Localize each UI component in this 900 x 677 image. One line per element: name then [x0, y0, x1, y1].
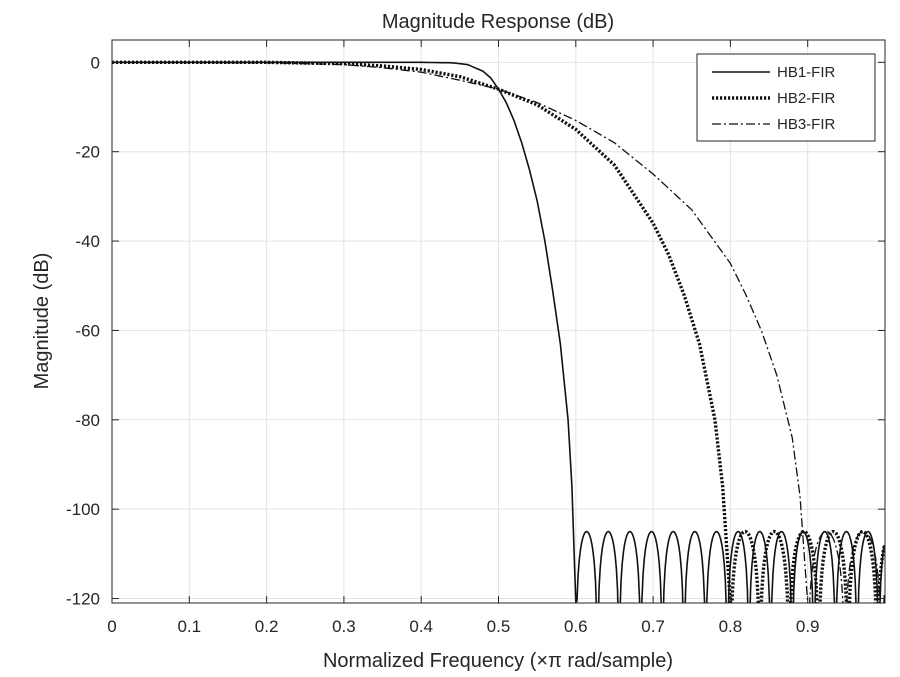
x-tick-label: 0 [107, 617, 116, 636]
x-tick-label: 0.5 [487, 617, 511, 636]
legend-box [696, 53, 876, 142]
y-tick-label: -100 [66, 500, 100, 519]
y-tick-label: -40 [75, 232, 100, 251]
series-line-hb3-fir [112, 61, 885, 603]
x-tick-label: 0.4 [409, 617, 433, 636]
x-ticks: 0 0.1 0.2 0.3 0.4 0.5 0.6 0.7 0.8 0.9 [107, 40, 820, 636]
series-line-hb2-fir [112, 60, 885, 603]
grid-lines [111, 40, 885, 603]
x-tick-label: 0.3 [332, 617, 356, 636]
y-tick-label: -60 [75, 321, 100, 340]
x-tick-label: 0.9 [796, 617, 820, 636]
x-tick-label: 0.2 [255, 617, 279, 636]
y-tick-label: -120 [66, 590, 100, 609]
x-tick-label: 0.8 [719, 617, 743, 636]
curves [112, 60, 885, 603]
y-tick-label: -20 [75, 143, 100, 162]
x-tick-label: 0.6 [564, 617, 588, 636]
legend-label: HB1-FIR [777, 64, 836, 81]
legend-label: HB2-FIR [777, 90, 836, 107]
y-tick-label: -80 [75, 411, 100, 430]
legend-label: HB3-FIR [777, 116, 836, 133]
x-axis-label: Normalized Frequency (×π rad/sample) [323, 650, 673, 672]
chart-title: Magnitude Response (dB) [382, 11, 614, 33]
legend: HB1-FIR HB2-FIR HB3-FIR [696, 53, 876, 142]
x-tick-label: 0.1 [177, 617, 201, 636]
y-tick-label: 0 [91, 53, 100, 72]
series-line-hb1-fir [112, 61, 885, 603]
y-axis-label: Magnitude (dB) [31, 253, 53, 390]
y-ticks: 0 -20 -40 -60 -80 -100 -120 [66, 53, 885, 609]
x-tick-label: 0.7 [641, 617, 665, 636]
